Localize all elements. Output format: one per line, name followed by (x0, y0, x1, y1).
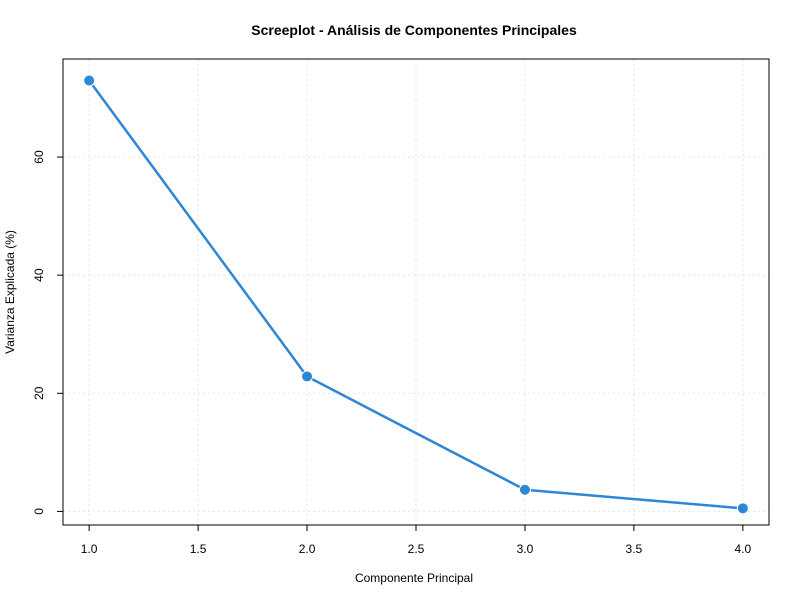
y-axis-label: Varianza Explicada (%) (3, 230, 17, 354)
x-axis-label: Componente Principal (355, 571, 473, 585)
data-point (301, 370, 314, 383)
data-point (83, 74, 96, 87)
data-point (736, 502, 749, 515)
y-tick-label: 40 (32, 268, 46, 282)
x-tick-label: 1.0 (81, 542, 98, 556)
chart-title: Screeplot - Análisis de Componentes Prin… (251, 22, 577, 38)
x-tick-label: 3.5 (626, 542, 643, 556)
y-tick-label: 0 (32, 508, 46, 515)
x-tick-label: 4.0 (735, 542, 752, 556)
y-tick-label: 60 (32, 150, 46, 164)
grid-layer (63, 59, 769, 525)
x-tick-label: 3.0 (517, 542, 534, 556)
data-point (518, 483, 531, 496)
y-tick-label: 20 (32, 386, 46, 400)
series-layer (83, 74, 749, 515)
x-tick-label: 2.5 (408, 542, 425, 556)
series-line (87, 79, 745, 510)
x-tick-label: 1.5 (190, 542, 207, 556)
axes-layer: 1.0 1.5 2.0 2.5 3.0 3.5 4.0 0 20 40 60 (32, 150, 752, 556)
x-tick-label: 2.0 (299, 542, 316, 556)
